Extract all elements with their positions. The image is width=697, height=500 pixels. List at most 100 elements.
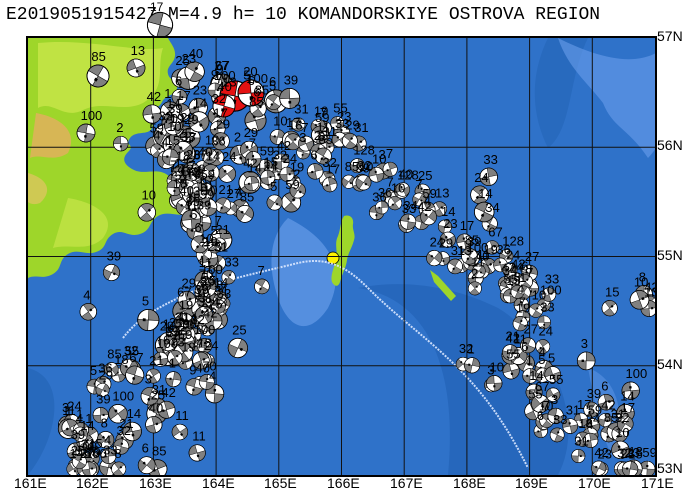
svg-text:7: 7 — [258, 263, 265, 278]
svg-text:8: 8 — [114, 446, 121, 461]
svg-text:8: 8 — [101, 415, 108, 430]
svg-text:7: 7 — [543, 398, 550, 413]
svg-text:15: 15 — [166, 133, 180, 148]
svg-text:33: 33 — [225, 255, 239, 270]
svg-text:1: 1 — [526, 353, 533, 368]
svg-text:13: 13 — [625, 445, 639, 460]
svg-text:10: 10 — [205, 132, 219, 147]
svg-text:3: 3 — [551, 392, 558, 407]
svg-text:29: 29 — [345, 117, 359, 132]
svg-text:24: 24 — [430, 234, 444, 249]
svg-text:6: 6 — [253, 85, 260, 100]
svg-text:10: 10 — [391, 180, 405, 195]
svg-text:5: 5 — [269, 79, 276, 94]
svg-text:4: 4 — [586, 417, 593, 432]
svg-text:10: 10 — [532, 288, 546, 303]
svg-text:2: 2 — [234, 129, 241, 144]
svg-text:14: 14 — [247, 160, 261, 175]
svg-text:55: 55 — [549, 372, 563, 387]
svg-text:55: 55 — [506, 347, 520, 362]
svg-text:29: 29 — [99, 367, 113, 382]
svg-text:6: 6 — [195, 220, 202, 235]
svg-text:23: 23 — [443, 216, 457, 231]
svg-text:5: 5 — [270, 179, 277, 194]
svg-text:17: 17 — [621, 400, 635, 415]
svg-text:14: 14 — [193, 96, 207, 111]
svg-text:6: 6 — [310, 148, 317, 163]
svg-text:10: 10 — [372, 151, 386, 166]
svg-text:6: 6 — [175, 73, 182, 88]
svg-text:33: 33 — [483, 152, 497, 167]
svg-text:100: 100 — [201, 262, 223, 277]
svg-text:19: 19 — [516, 300, 530, 315]
svg-text:25: 25 — [232, 322, 246, 337]
svg-text:67: 67 — [200, 173, 214, 188]
svg-text:1: 1 — [65, 403, 72, 418]
svg-text:7: 7 — [301, 120, 308, 135]
svg-text:24: 24 — [474, 170, 488, 185]
svg-text:29: 29 — [216, 117, 230, 132]
svg-text:14: 14 — [206, 148, 220, 163]
svg-text:5: 5 — [538, 352, 545, 367]
svg-text:10: 10 — [634, 274, 648, 289]
svg-text:59: 59 — [178, 327, 192, 342]
svg-text:1: 1 — [169, 356, 176, 371]
svg-text:85: 85 — [107, 346, 121, 361]
svg-text:24: 24 — [222, 149, 236, 164]
svg-text:6: 6 — [601, 378, 608, 393]
svg-text:2: 2 — [471, 266, 478, 281]
svg-text:7: 7 — [386, 146, 393, 161]
svg-text:32: 32 — [117, 423, 131, 438]
svg-text:42: 42 — [147, 89, 161, 104]
svg-text:21: 21 — [149, 353, 163, 368]
svg-text:31: 31 — [451, 243, 465, 258]
svg-text:20: 20 — [243, 64, 257, 79]
svg-text:3: 3 — [145, 371, 152, 386]
svg-text:14: 14 — [478, 186, 492, 201]
svg-text:55: 55 — [333, 101, 347, 116]
svg-text:33: 33 — [545, 272, 559, 287]
svg-text:36: 36 — [378, 185, 392, 200]
svg-text:15: 15 — [264, 154, 278, 169]
svg-text:40: 40 — [189, 46, 203, 61]
svg-text:40: 40 — [149, 400, 163, 415]
svg-text:5: 5 — [548, 351, 555, 366]
svg-text:10: 10 — [615, 425, 629, 440]
svg-text:39: 39 — [284, 72, 298, 87]
svg-text:59: 59 — [315, 110, 329, 125]
svg-text:39: 39 — [107, 248, 121, 263]
svg-text:67: 67 — [129, 350, 143, 365]
svg-text:100: 100 — [81, 108, 103, 123]
svg-text:21: 21 — [219, 182, 233, 197]
svg-text:85: 85 — [152, 444, 166, 459]
svg-text:2: 2 — [171, 334, 178, 349]
svg-text:42: 42 — [594, 445, 608, 460]
svg-text:3: 3 — [581, 336, 588, 351]
svg-text:100: 100 — [626, 366, 648, 381]
svg-text:67: 67 — [535, 379, 549, 394]
svg-text:23: 23 — [186, 147, 200, 162]
svg-text:39: 39 — [168, 101, 182, 116]
svg-text:4: 4 — [76, 411, 83, 426]
svg-text:2: 2 — [116, 120, 123, 135]
svg-text:4: 4 — [83, 287, 90, 302]
svg-text:40: 40 — [399, 167, 413, 182]
svg-text:29: 29 — [182, 275, 196, 290]
svg-text:9: 9 — [211, 67, 218, 82]
svg-text:8: 8 — [182, 164, 189, 179]
svg-text:40: 40 — [475, 249, 489, 264]
svg-text:6: 6 — [142, 441, 149, 456]
svg-text:31: 31 — [294, 102, 308, 117]
svg-text:31: 31 — [199, 291, 213, 306]
svg-text:4: 4 — [194, 167, 201, 182]
svg-text:100: 100 — [75, 439, 97, 454]
svg-text:85: 85 — [465, 232, 479, 247]
svg-text:59: 59 — [642, 445, 655, 460]
svg-text:11: 11 — [192, 429, 206, 444]
svg-text:85: 85 — [319, 132, 333, 147]
svg-text:24: 24 — [283, 151, 297, 166]
svg-text:21: 21 — [506, 329, 520, 344]
svg-text:34: 34 — [403, 198, 417, 213]
svg-text:27: 27 — [524, 322, 538, 337]
svg-text:7: 7 — [196, 336, 203, 351]
